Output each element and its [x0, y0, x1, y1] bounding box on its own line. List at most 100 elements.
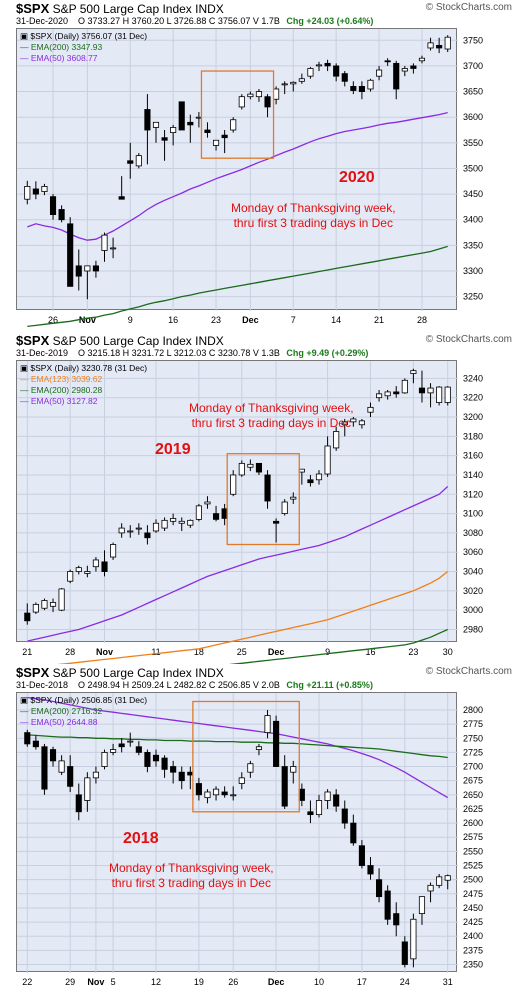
candle-body	[152, 754, 160, 762]
x-tick-label: 28	[417, 315, 427, 325]
candle-body	[212, 513, 220, 520]
y-tick-label: 2525	[463, 861, 483, 871]
chart-panel-2018: $SPX S&P 500 Large Cap Index INDX © Stoc…	[4, 664, 520, 991]
candle-body	[230, 119, 237, 131]
y-tick-label: 3040	[463, 567, 483, 577]
candle-body	[418, 896, 426, 915]
candle-body	[41, 186, 48, 192]
y-tick-label: 3650	[463, 87, 483, 97]
candle-body	[341, 421, 348, 426]
stockcharts-logo[interactable]: © StockCharts.com	[425, 2, 512, 13]
y-tick-label: 3450	[463, 189, 483, 199]
chart-legend: ▣ $SPX (Daily) 3230.78 (31 Dec) — EMA(12…	[20, 363, 147, 407]
candle-body	[444, 36, 451, 50]
panel-title: $SPX S&P 500 Large Cap Index INDX	[16, 1, 224, 16]
change-value: Chg +21.11 (+0.85%)	[286, 680, 373, 690]
candle-body	[187, 771, 194, 776]
panel-header: $SPX S&P 500 Large Cap Index INDX © Stoc…	[4, 332, 520, 370]
stockcharts-logo[interactable]: © StockCharts.com	[425, 666, 512, 677]
candle-body	[247, 93, 254, 98]
ohlc-values: O 3215.18 H 3231.72 L 3212.03 C 3230.78 …	[78, 348, 280, 358]
candle-body	[341, 808, 348, 824]
y-tick-label: 3250	[463, 292, 483, 302]
candle-body	[393, 391, 400, 395]
y-tick-label: 2450	[463, 903, 483, 913]
candle-body	[333, 431, 340, 449]
x-tick-label: Dec	[268, 647, 285, 657]
panel-header: $SPX S&P 500 Large Cap Index INDX © Stoc…	[4, 0, 520, 38]
candle-body	[230, 794, 237, 797]
y-tick-label: 3120	[463, 489, 483, 499]
y-tick-label: 3180	[463, 431, 483, 441]
x-tick-label: 16	[168, 315, 178, 325]
annotation-text: Monday of Thanksgiving week, thru first …	[109, 861, 274, 890]
candle-body	[410, 65, 417, 69]
y-tick-label: 2475	[463, 889, 483, 899]
year-label: 2019	[155, 441, 191, 458]
price-chart-area[interactable]: 2980 3000 3020 3040 3060 3080 3100 3120 3140 3160…	[16, 360, 483, 689]
candle-body	[367, 79, 374, 90]
candle-body	[204, 501, 211, 505]
chart-legend: ▣ $SPX (Daily) 3756.07 (31 Dec) — EMA(20…	[20, 31, 147, 64]
y-tick-label: 3080	[463, 528, 483, 538]
candle-body	[307, 479, 314, 484]
candle-body	[230, 474, 237, 495]
candle-body	[58, 588, 65, 611]
candle-body	[410, 370, 417, 374]
candle-body	[212, 139, 220, 146]
ohlc-values: O 3733.27 H 3760.20 L 3726.88 C 3756.07 …	[78, 16, 280, 26]
candlestick-plot: 2350 2375 2400 2425 2450 2475 2500 2525 2550 2575…	[17, 693, 483, 987]
candlestick-plot: 2980 3000 3020 3040 3060 3080 3100 3120 3140 3160…	[17, 361, 483, 689]
candle-body	[436, 876, 443, 886]
candle-body	[118, 527, 125, 534]
symbol-label: $SPX	[16, 1, 50, 16]
candle-body	[307, 811, 314, 816]
candle-body	[238, 777, 245, 784]
y-tick-label: 2500	[463, 875, 483, 885]
legend-price: ▣ $SPX (Daily) 3756.07 (31 Dec)	[20, 31, 148, 41]
candle-body	[427, 884, 434, 892]
candle-body	[444, 875, 451, 881]
candle-body	[358, 845, 365, 866]
candle-body	[170, 766, 177, 773]
ohlc-line: 31-Dec-2019 O 3215.18 H 3231.72 L 3212.0…	[16, 348, 368, 358]
candle-body	[427, 42, 434, 49]
candle-body	[290, 766, 297, 773]
y-tick-label: 3700	[463, 61, 483, 71]
ohlc-values: O 2498.94 H 2509.24 L 2482.82 C 2506.85 …	[78, 680, 280, 690]
ema-line-ema200	[27, 245, 448, 328]
candle-body	[118, 743, 125, 748]
price-chart-area[interactable]: 3250 3300 3350 3400 3450 3500 3550 3600 3650 3700…	[16, 28, 483, 328]
candle-body	[195, 116, 202, 119]
y-tick-label: 3350	[463, 240, 483, 250]
legend-ema-123: — EMA(123) 3039.62	[20, 374, 103, 384]
index-name: S&P 500 Large Cap Index INDX	[52, 666, 224, 680]
chart-legend: ▣ $SPX (Daily) 2506.85 (31 Dec) — EMA(20…	[20, 695, 147, 728]
candle-glyph-icon: ▣	[20, 363, 29, 373]
x-tick-label: Nov	[79, 315, 96, 325]
y-tick-label: 2350	[463, 960, 483, 970]
candle-body	[24, 732, 31, 745]
x-tick-label: Dec	[268, 977, 285, 987]
candle-body	[290, 496, 297, 500]
legend-ema-200: — EMA(200) 3347.93	[20, 42, 103, 52]
x-tick-label: 5	[111, 977, 116, 987]
x-tick-label: Nov	[96, 647, 113, 657]
candle-body	[144, 109, 151, 131]
candle-body	[92, 559, 99, 568]
candle-body	[255, 462, 263, 473]
candle-body	[247, 763, 254, 773]
candle-body	[135, 527, 142, 530]
candle-body	[358, 420, 365, 426]
candle-body	[401, 379, 408, 394]
candle-body	[67, 766, 74, 787]
candle-body	[92, 771, 99, 779]
price-chart-area[interactable]: 2350 2375 2400 2425 2450 2475 2500 2525 2550 2575…	[16, 692, 483, 987]
stockcharts-logo[interactable]: © StockCharts.com	[425, 334, 512, 345]
candle-body	[290, 81, 297, 85]
candle-body	[393, 913, 400, 926]
candle-body	[384, 60, 391, 63]
thanksgiving-highlight-box	[200, 70, 275, 159]
candle-body	[161, 757, 168, 770]
x-tick-label: 23	[211, 315, 221, 325]
